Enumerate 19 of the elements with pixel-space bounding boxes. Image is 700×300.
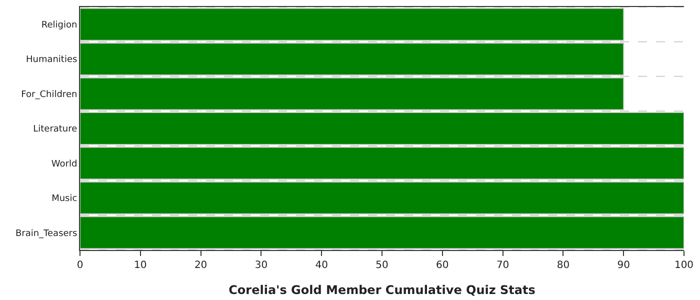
y-tick-label: For_Children (21, 90, 78, 100)
x-tick-label: 30 (254, 260, 268, 271)
y-tick-label: Humanities (26, 55, 78, 66)
y-tick-label: Literature (33, 124, 78, 135)
x-tick-label: 50 (376, 260, 388, 271)
x-tick-label: 100 (674, 260, 694, 271)
x-tick-label: 60 (436, 260, 449, 271)
y-tick-label: Religion (41, 20, 78, 31)
x-tick-label: 0 (76, 260, 84, 271)
x-tick-label: 20 (194, 260, 208, 271)
y-tick-label: World (51, 159, 78, 170)
x-axis-title: Corelia's Gold Member Cumulative Quiz Stats (228, 282, 536, 297)
x-tick-label: 80 (556, 260, 570, 271)
x-tick-label: 40 (315, 260, 328, 271)
y-tick-label: Music (52, 194, 78, 204)
y-tick-label: Brain_Teasers (15, 228, 78, 239)
x-tick-label: 70 (496, 260, 510, 271)
x-tick-label: 90 (617, 260, 630, 271)
x-tick-label: 10 (134, 260, 147, 271)
